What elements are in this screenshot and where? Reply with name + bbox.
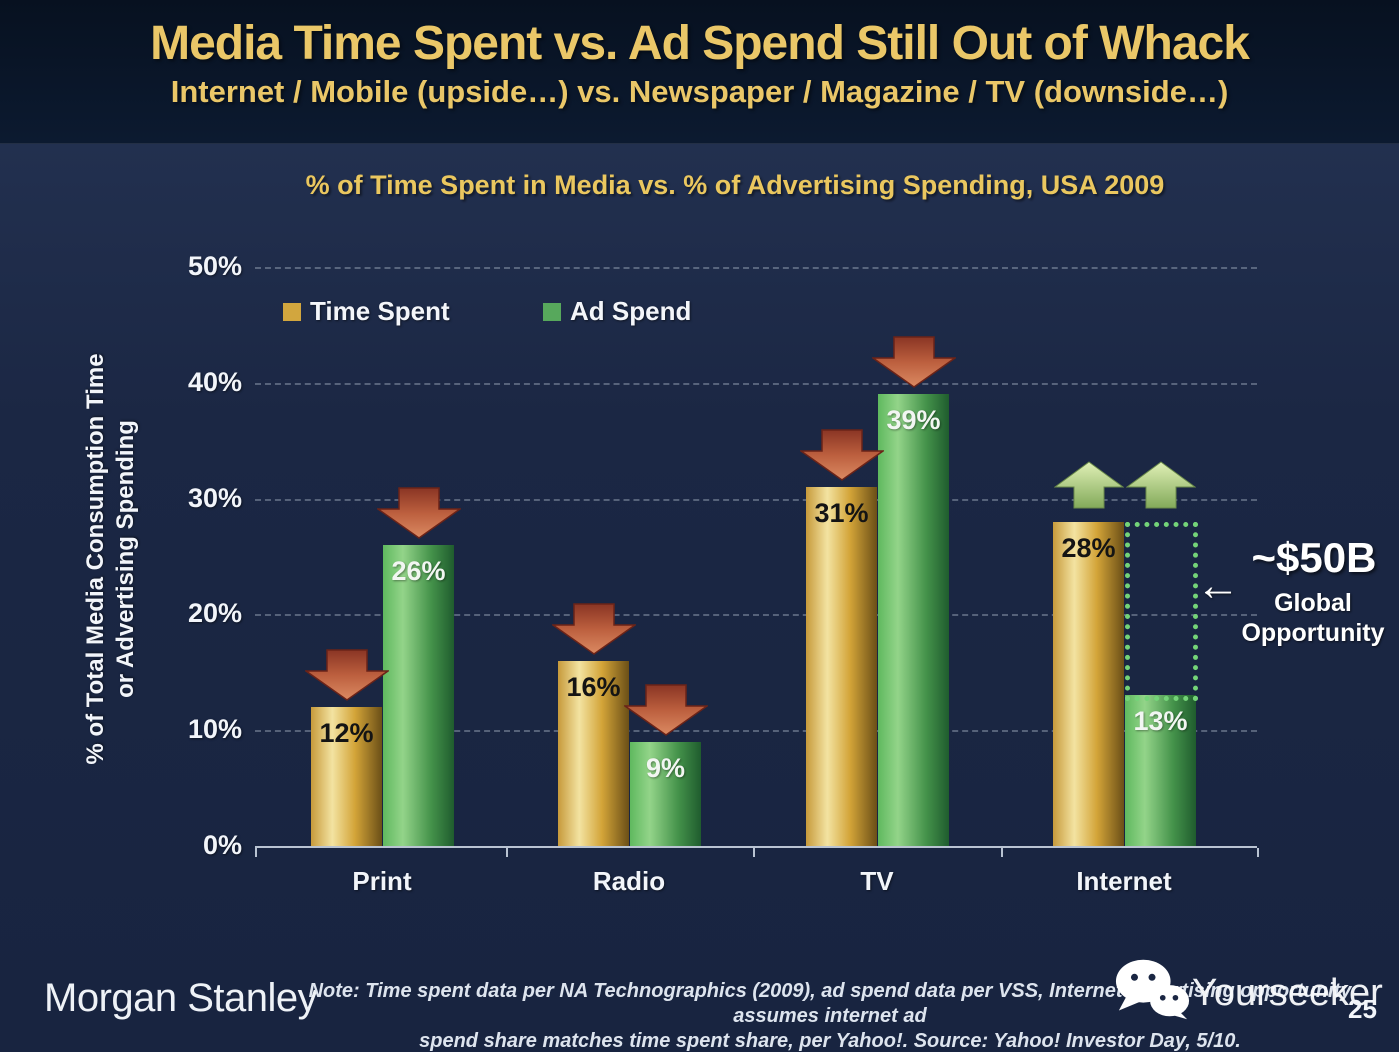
bar-value-label: 39% [886,405,941,436]
grid-line [255,498,1257,501]
footnote: Note: Time spent data per NA Technograph… [300,979,1360,1052]
up-arrow-icon [1124,461,1197,509]
up-arrow-icon [1052,461,1125,509]
category-label-tv: TV [860,866,894,896]
bar-value-label: 28% [1061,532,1116,563]
y-axis-title: % of Total Media Consumption Time or Adv… [81,239,143,879]
y-tick-label: 20% [187,598,242,629]
watermark-text: Yourseeker [1192,972,1383,1014]
legend-swatch-time-spent [283,302,301,321]
page-number: 25 [1348,994,1377,1024]
bar-value-label: 31% [814,498,869,529]
y-tick-label: 30% [187,482,242,513]
opportunity-label-line1: Global [1274,589,1352,617]
legend-swatch-ad-spend [543,302,561,321]
bar-value-label: 9% [645,752,686,783]
y-axis-title-line1: % of Total Media Consumption Time [82,353,109,765]
grid-line [255,730,1257,733]
axis-tick [753,848,755,857]
legend-item-ad-spend: Ad Spend [543,296,691,327]
legend-label-ad-spend: Ad Spend [570,296,692,326]
legend-item-time-spent: Time Spent [283,296,450,327]
down-arrow-icon [798,429,885,481]
x-axis-line [255,846,1257,848]
wechat-icon [1114,958,1192,1020]
bar-value-label: 12% [319,718,374,749]
bar-value-label: 16% [566,671,621,702]
down-arrow-icon [303,649,390,701]
footnote-line2: spend share matches time spent share, pe… [419,1030,1241,1052]
bar-tv-ad-spend [878,394,949,846]
y-tick-label: 40% [187,366,242,397]
bar-print-ad-spend [383,544,454,846]
left-arrow-icon: ← [1196,561,1240,610]
axis-tick [1000,848,1003,857]
y-axis-title-line2: or Advertising Spending [112,420,139,698]
axis-tick [1257,848,1259,857]
category-label-internet: Internet [1076,866,1172,896]
grid-line [255,382,1257,385]
header-band: Media Time Spent vs. Ad Spend Still Out … [0,0,1399,144]
slide-subtitle: Internet / Mobile (upside…) vs. Newspape… [170,74,1229,109]
bar-value-label: 13% [1133,706,1188,737]
legend-label-time-spent: Time Spent [310,296,450,326]
slide-title: Media Time Spent vs. Ad Spend Still Out … [150,17,1250,70]
category-label-print: Print [352,866,412,896]
opportunity-label: Global Opportunity [1228,588,1398,648]
y-tick-label: 0% [202,830,242,860]
bar-internet-ad-spend [1125,695,1196,846]
chart-panel [0,144,1399,1052]
opportunity-value: ~$50B [1251,534,1377,581]
grid-line [255,614,1257,617]
chart-title: % of Time Spent in Media vs. % of Advert… [305,170,1165,200]
opportunity-label-line2: Opportunity [1241,619,1385,647]
down-arrow-icon [870,336,957,389]
axis-tick [505,848,508,857]
axis-tick [255,848,257,857]
down-arrow-icon [375,487,462,539]
bar-radio-time-spent [558,660,629,846]
y-tick-label: 10% [187,714,242,745]
category-label-radio: Radio [592,866,666,896]
opportunity-box [1125,521,1198,702]
bar-internet-time-spent [1053,521,1124,846]
footnote-line1: Note: Time spent data per NA Technograph… [308,980,1352,1027]
bar-tv-time-spent [806,487,877,846]
grid-line [255,267,1257,269]
morgan-stanley-logo: Morgan Stanley [44,976,318,1020]
down-arrow-icon [550,602,637,655]
y-tick-label: 50% [187,251,242,281]
bar-print-time-spent [311,707,382,846]
down-arrow-icon [622,684,709,736]
bar-radio-ad-spend [630,741,701,846]
bar-value-label: 26% [391,555,446,586]
